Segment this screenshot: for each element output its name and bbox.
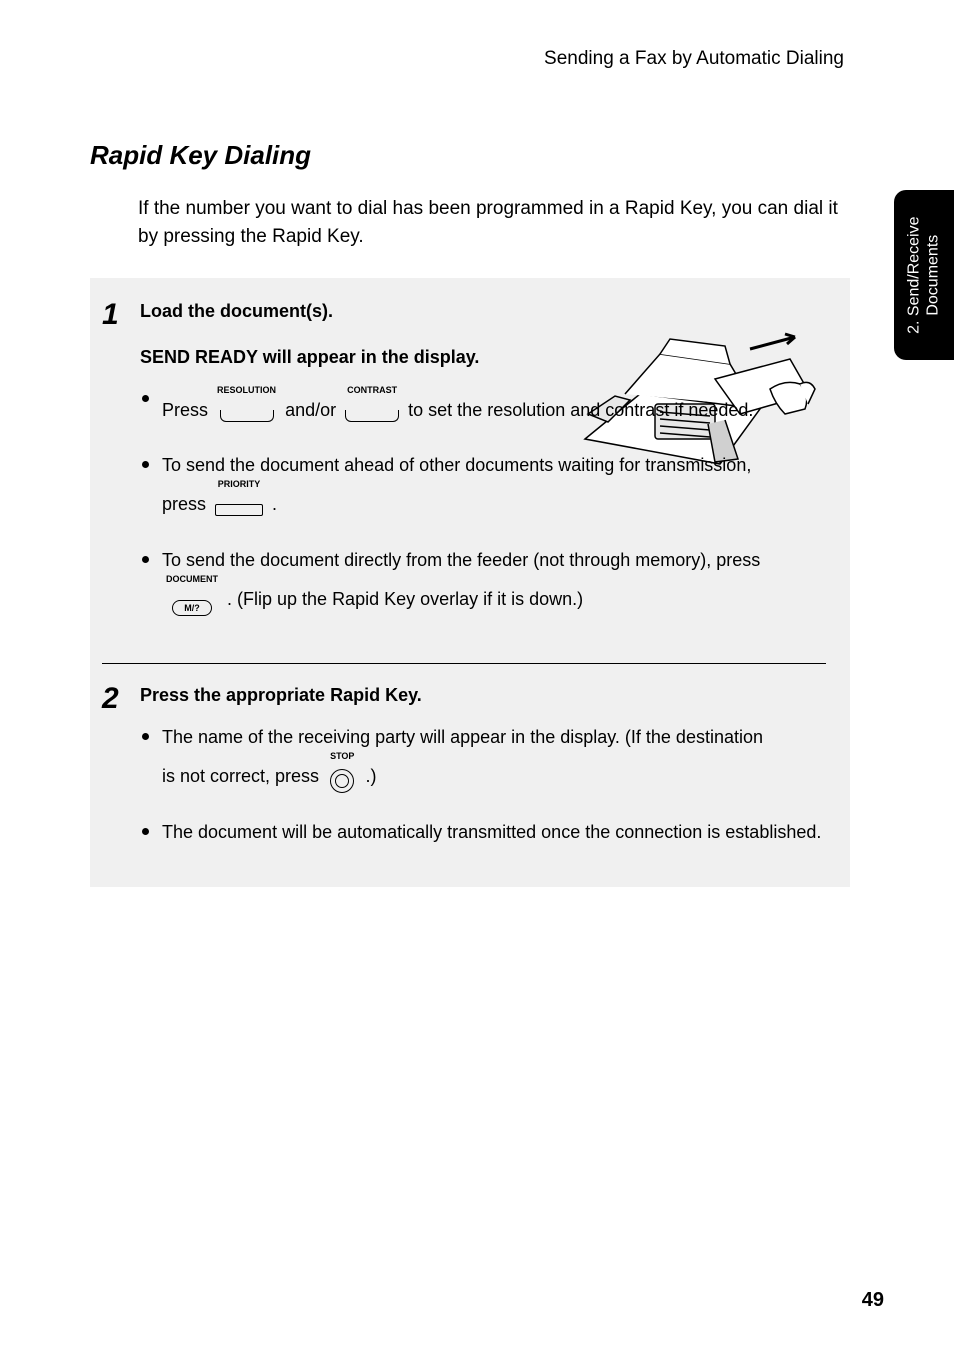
step-2-heading: Press the appropriate Rapid Key. — [140, 682, 826, 710]
bullet-resolution: Press RESOLUTION and/or CONTRAST to — [140, 386, 826, 437]
page-header: Sending a Fax by Automatic Dialing — [544, 48, 844, 70]
page-number: 49 — [862, 1289, 884, 1312]
stop-key: STOP — [330, 752, 354, 803]
b1-line2: set the resolution and contrast if neede… — [428, 400, 753, 420]
steps-block: 1 Load the document(s). SEND READY will … — [90, 278, 850, 887]
s2b1-line2b: .) — [365, 766, 376, 786]
b2-period: . — [272, 494, 277, 514]
b3-line2: . (Flip up the Rapid Key overlay if it i… — [227, 589, 583, 609]
resolution-key: RESOLUTION — [217, 386, 276, 437]
step-divider — [102, 663, 826, 664]
b1-post: to — [408, 400, 423, 420]
tab-line2: Documents — [925, 235, 942, 316]
document-label: DOCUMENT — [166, 575, 218, 584]
bullet-auto-transmit: The document will be automatically trans… — [140, 819, 826, 847]
step-2-body: Press the appropriate Rapid Key. The nam… — [140, 682, 826, 862]
document-key-icon: M/? — [172, 600, 212, 616]
b2-press: press — [162, 494, 206, 514]
content-area: Rapid Key Dialing If the number you want… — [90, 140, 850, 887]
priority-label: PRIORITY — [215, 480, 263, 489]
contrast-key-icon — [345, 410, 399, 422]
step-num-1: 1 — [102, 298, 140, 332]
intro-text: If the number you want to dial has been … — [138, 195, 850, 250]
s2b1-text: The name of the receiving party will app… — [162, 727, 763, 747]
priority-key: PRIORITY — [215, 480, 263, 531]
stop-label: STOP — [330, 752, 354, 761]
resolution-key-icon — [220, 410, 274, 422]
step-1-bullets: Press RESOLUTION and/or CONTRAST to — [140, 386, 826, 626]
bullet-stop: The name of the receiving party will app… — [140, 724, 826, 802]
priority-key-icon — [215, 504, 263, 516]
stop-inner-icon — [335, 774, 349, 788]
contrast-key: CONTRAST — [345, 386, 399, 437]
document-key: DOCUMENT M/? — [166, 575, 218, 626]
step-num-2: 2 — [102, 682, 140, 716]
b3-line1: To send the document directly from the f… — [162, 550, 760, 570]
b1-pre: Press — [162, 400, 208, 420]
section-title: Rapid Key Dialing — [90, 140, 850, 171]
tab-line1: 2. Send/Receive — [906, 216, 923, 333]
bullet-priority: To send the document ahead of other docu… — [140, 452, 826, 530]
resolution-label: RESOLUTION — [217, 386, 276, 395]
chapter-tab-text: 2. Send/Receive Documents — [905, 216, 943, 333]
b1-mid: and/or — [285, 400, 336, 420]
b2-line1: To send the document ahead of other docu… — [162, 455, 751, 475]
stop-key-icon — [330, 769, 354, 793]
contrast-label: CONTRAST — [345, 386, 399, 395]
step-2-bullets: The name of the receiving party will app… — [140, 724, 826, 846]
s2b1-line2a: is not correct, press — [162, 766, 319, 786]
step-2: 2 Press the appropriate Rapid Key. The n… — [102, 682, 826, 862]
bullet-document: To send the document directly from the f… — [140, 547, 826, 625]
s2b2-text: The document will be automatically trans… — [162, 822, 821, 842]
chapter-tab: 2. Send/Receive Documents — [894, 190, 954, 360]
